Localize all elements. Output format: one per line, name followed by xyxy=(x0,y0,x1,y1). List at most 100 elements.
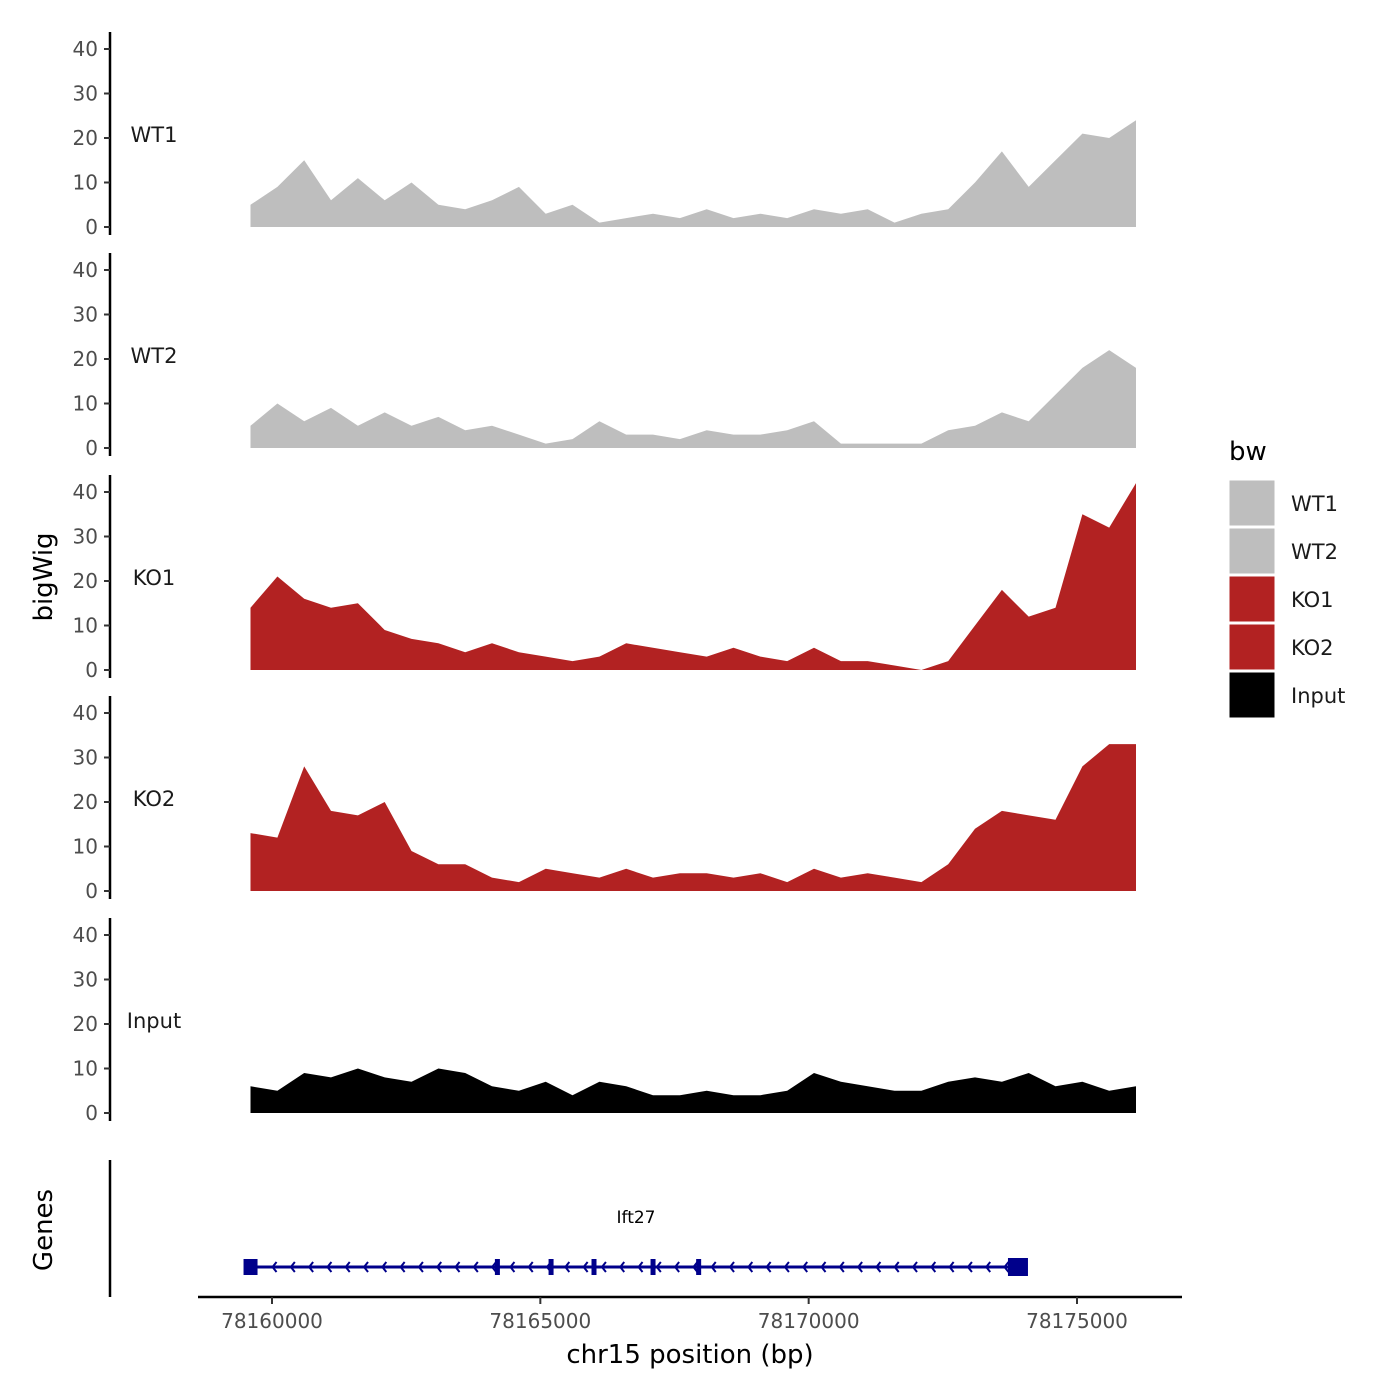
legend-swatch-wt2 xyxy=(1228,527,1276,575)
genes-axis-title: Genes xyxy=(29,1189,59,1271)
y-tick-label: 20 xyxy=(73,126,98,150)
strand-arrow xyxy=(930,1261,937,1273)
legend-label: KO1 xyxy=(1291,588,1334,612)
x-tick-label: 78175000 xyxy=(1026,1309,1128,1333)
y-tick-label: 20 xyxy=(73,347,98,371)
y-tick-label: 20 xyxy=(73,790,98,814)
y-axis-title: bigWig xyxy=(29,532,59,621)
y-tick-label: 10 xyxy=(73,171,98,195)
area-wt1 xyxy=(250,120,1136,227)
exon xyxy=(243,1259,258,1275)
x-tick-label: 78160000 xyxy=(221,1309,323,1333)
strand-arrow xyxy=(326,1261,333,1273)
legend-swatch-wt1 xyxy=(1228,479,1276,527)
strand-arrow xyxy=(820,1261,827,1273)
x-axis: 78160000 78165000 78170000 78175000 chr15 p… xyxy=(198,1295,1182,1370)
y-tick-label: 20 xyxy=(73,569,98,593)
track-label: KO2 xyxy=(133,787,176,811)
legend-label: WT1 xyxy=(1291,492,1338,516)
strand-arrow xyxy=(472,1261,479,1273)
y-tick-label: 30 xyxy=(73,82,98,106)
exon xyxy=(591,1259,597,1275)
legend-label: WT2 xyxy=(1291,540,1338,564)
strand-arrow xyxy=(289,1261,296,1273)
strand-arrow xyxy=(362,1261,369,1273)
strand-arrow xyxy=(838,1261,845,1273)
y-tick-label: 40 xyxy=(73,480,98,504)
track-panels: 0 10 20 30 40 WT1 0 10 20 30 40 WT2 0 10 20 30 40 KO1 0 10 2… xyxy=(73,32,1136,1125)
exon xyxy=(650,1259,656,1275)
track-wt2: 0 10 20 30 40 WT2 xyxy=(73,253,1136,460)
strand-arrow xyxy=(381,1261,388,1273)
y-tick-label: 0 xyxy=(85,436,98,460)
y-tick-label: 10 xyxy=(73,835,98,859)
strand-arrow xyxy=(893,1261,900,1273)
strand-arrow xyxy=(710,1261,717,1273)
strand-arrow xyxy=(747,1261,754,1273)
area-ko2 xyxy=(250,744,1136,891)
y-tick-label: 30 xyxy=(73,968,98,992)
strand-arrow xyxy=(564,1261,571,1273)
strand-arrow xyxy=(509,1261,516,1273)
area-ko1 xyxy=(250,483,1136,670)
strand-arrow xyxy=(527,1261,534,1273)
legend-swatch-ko1 xyxy=(1228,575,1276,623)
y-tick-label: 40 xyxy=(73,258,98,282)
strand-arrow xyxy=(911,1261,918,1273)
strand-arrow xyxy=(984,1261,992,1273)
y-tick-label: 40 xyxy=(73,701,98,725)
strand-arrow xyxy=(692,1261,699,1273)
track-label: Input xyxy=(127,1009,181,1033)
strand-arrow xyxy=(783,1261,790,1273)
genes-panel: Genes Ift27 xyxy=(29,1160,1028,1297)
strand-arrow xyxy=(637,1261,644,1273)
track-label: WT2 xyxy=(131,344,178,368)
track-ko1: 0 10 20 30 40 KO1 xyxy=(73,475,1136,682)
strand-arrow xyxy=(417,1261,424,1273)
strand-arrow xyxy=(875,1261,882,1273)
track-label: KO1 xyxy=(133,566,176,590)
y-tick-label: 0 xyxy=(85,1101,98,1125)
track-input: 0 10 20 30 40 Input xyxy=(73,918,1136,1125)
legend-swatch-ko2 xyxy=(1228,623,1276,671)
exon xyxy=(548,1259,554,1275)
strand-arrow xyxy=(673,1261,680,1273)
legend-label: KO2 xyxy=(1291,636,1334,660)
gene-track xyxy=(243,1258,1028,1276)
strand-arrow xyxy=(344,1261,351,1273)
y-tick-label: 0 xyxy=(85,215,98,239)
x-axis-title: chr15 position (bp) xyxy=(566,1340,813,1370)
y-tick-label: 0 xyxy=(85,658,98,682)
strand-arrow xyxy=(966,1261,973,1273)
y-tick-label: 0 xyxy=(85,879,98,903)
y-tick-label: 20 xyxy=(73,1012,98,1036)
track-label: WT1 xyxy=(131,123,178,147)
y-tick-label: 40 xyxy=(73,923,98,947)
legend: bw WT1 WT2 KO1 KO2 Input xyxy=(1228,437,1345,719)
y-tick-label: 30 xyxy=(73,303,98,327)
strand-arrow xyxy=(856,1261,863,1273)
exon xyxy=(494,1259,500,1275)
track-ko2: 0 10 20 30 40 KO2 xyxy=(73,696,1136,903)
legend-title: bw xyxy=(1229,437,1267,467)
y-tick-label: 40 xyxy=(73,37,98,61)
strand-arrow xyxy=(948,1261,955,1273)
y-tick-label: 10 xyxy=(73,1057,98,1081)
strand-arrow xyxy=(728,1261,735,1273)
x-tick-label: 78170000 xyxy=(758,1309,860,1333)
strand-arrow xyxy=(271,1261,278,1273)
area-input xyxy=(250,1068,1136,1113)
y-tick-label: 30 xyxy=(73,746,98,770)
strand-arrow xyxy=(655,1261,662,1273)
strand-arrow xyxy=(435,1261,443,1273)
exon xyxy=(696,1259,702,1275)
x-tick-label: 78165000 xyxy=(489,1309,591,1333)
strand-arrow xyxy=(618,1261,626,1273)
strand-arrow xyxy=(801,1261,809,1273)
strand-arrow xyxy=(307,1261,314,1273)
y-tick-label: 30 xyxy=(73,525,98,549)
strand-arrow xyxy=(1003,1261,1010,1273)
strand-arrow xyxy=(765,1261,772,1273)
track-wt1: 0 10 20 30 40 WT1 xyxy=(73,32,1136,239)
